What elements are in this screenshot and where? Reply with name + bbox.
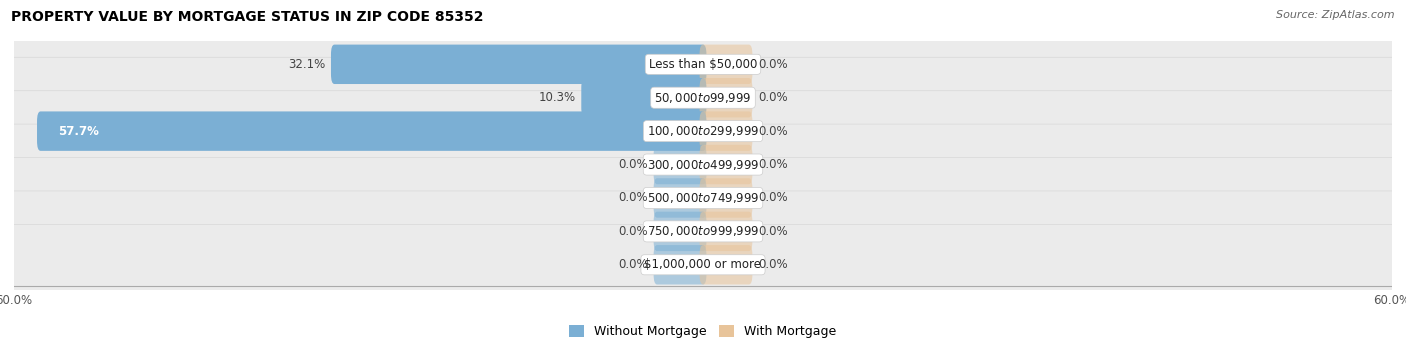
FancyBboxPatch shape: [330, 45, 706, 84]
Text: Source: ZipAtlas.com: Source: ZipAtlas.com: [1277, 10, 1395, 20]
FancyBboxPatch shape: [4, 224, 1402, 305]
FancyBboxPatch shape: [4, 158, 1402, 238]
Text: 0.0%: 0.0%: [758, 158, 787, 171]
Legend: Without Mortgage, With Mortgage: Without Mortgage, With Mortgage: [569, 325, 837, 338]
FancyBboxPatch shape: [700, 45, 752, 84]
FancyBboxPatch shape: [654, 178, 706, 218]
FancyBboxPatch shape: [37, 112, 706, 151]
Text: 32.1%: 32.1%: [288, 58, 325, 71]
FancyBboxPatch shape: [654, 145, 706, 184]
Text: 0.0%: 0.0%: [758, 125, 787, 138]
Text: $300,000 to $499,999: $300,000 to $499,999: [647, 158, 759, 172]
Text: $500,000 to $749,999: $500,000 to $749,999: [647, 191, 759, 205]
Text: PROPERTY VALUE BY MORTGAGE STATUS IN ZIP CODE 85352: PROPERTY VALUE BY MORTGAGE STATUS IN ZIP…: [11, 10, 484, 24]
FancyBboxPatch shape: [654, 212, 706, 251]
FancyBboxPatch shape: [4, 57, 1402, 138]
Text: $50,000 to $99,999: $50,000 to $99,999: [654, 91, 752, 105]
FancyBboxPatch shape: [4, 124, 1402, 205]
FancyBboxPatch shape: [4, 91, 1402, 172]
FancyBboxPatch shape: [4, 24, 1402, 105]
Text: 0.0%: 0.0%: [758, 58, 787, 71]
Text: Less than $50,000: Less than $50,000: [648, 58, 758, 71]
Text: 0.0%: 0.0%: [619, 258, 648, 271]
FancyBboxPatch shape: [700, 112, 752, 151]
Text: 0.0%: 0.0%: [758, 91, 787, 104]
Text: 10.3%: 10.3%: [538, 91, 575, 104]
FancyBboxPatch shape: [654, 245, 706, 284]
Text: 57.7%: 57.7%: [58, 125, 98, 138]
FancyBboxPatch shape: [700, 178, 752, 218]
Text: 0.0%: 0.0%: [758, 191, 787, 205]
Text: $100,000 to $299,999: $100,000 to $299,999: [647, 124, 759, 138]
FancyBboxPatch shape: [700, 245, 752, 284]
FancyBboxPatch shape: [4, 191, 1402, 272]
Text: $750,000 to $999,999: $750,000 to $999,999: [647, 224, 759, 238]
Text: 0.0%: 0.0%: [619, 225, 648, 238]
Text: $1,000,000 or more: $1,000,000 or more: [644, 258, 762, 271]
FancyBboxPatch shape: [700, 145, 752, 184]
Text: 0.0%: 0.0%: [758, 225, 787, 238]
Text: 0.0%: 0.0%: [619, 158, 648, 171]
FancyBboxPatch shape: [700, 78, 752, 117]
FancyBboxPatch shape: [581, 78, 706, 117]
FancyBboxPatch shape: [700, 212, 752, 251]
Text: 0.0%: 0.0%: [619, 191, 648, 205]
Text: 0.0%: 0.0%: [758, 258, 787, 271]
